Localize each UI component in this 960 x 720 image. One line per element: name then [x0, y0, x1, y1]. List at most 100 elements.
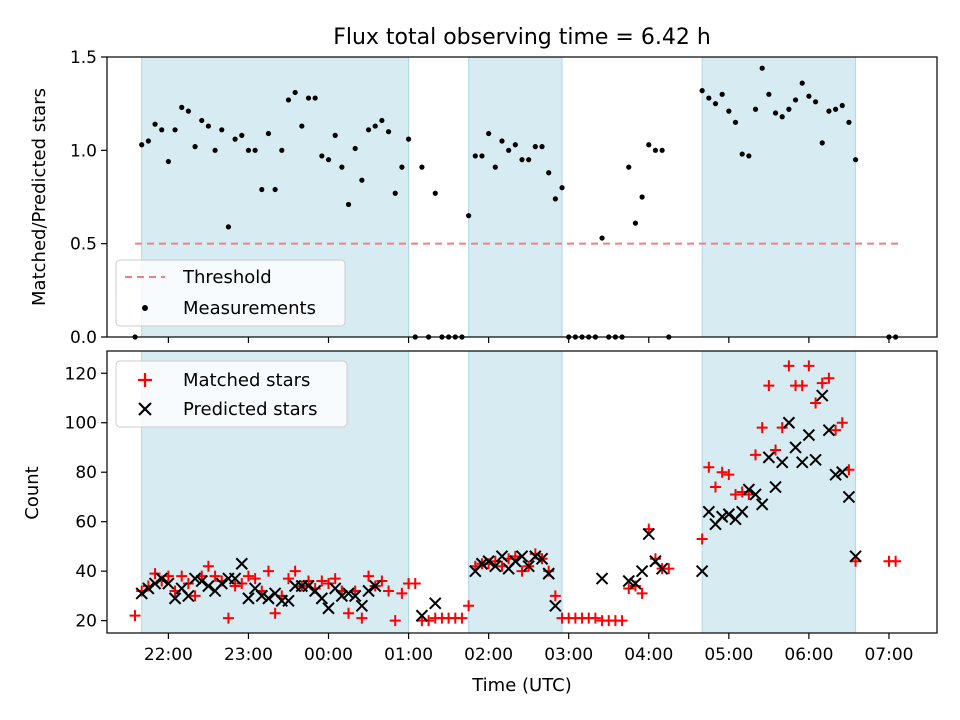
- measurement-point: [819, 140, 825, 146]
- measurement-point: [199, 117, 205, 124]
- matched-star-point: [623, 582, 635, 594]
- predicted-star-point: [188, 572, 202, 585]
- matched-star-point: [129, 610, 141, 622]
- measurement-point: [512, 142, 518, 148]
- predicted-star-point: [335, 589, 349, 603]
- matched-star-point: [202, 560, 214, 572]
- x-tick-label: 05:00: [704, 645, 753, 665]
- matched-star-point: [289, 565, 301, 577]
- matched-star-point: [616, 615, 628, 627]
- predicted-star-point: [816, 389, 829, 402]
- matched-star-point: [409, 578, 421, 590]
- matched-star-point: [456, 612, 468, 624]
- bottom-panel: 20 40 60 80 100 120 22:00 23:00 00:00 01:00 02:00…: [22, 350, 938, 696]
- matched-star-point: [703, 461, 715, 473]
- matched-star-point: [262, 565, 274, 577]
- predicted-star-point: [849, 550, 862, 563]
- measurement-point: [252, 147, 258, 153]
- y-tick-label: 60: [75, 513, 97, 533]
- predicted-star-point: [635, 564, 649, 578]
- measurement-point: [265, 130, 272, 137]
- measurement-point: [332, 132, 338, 138]
- matched-star-point: [810, 397, 822, 409]
- measurement-point: [285, 97, 292, 103]
- x-axis-label: Time (UTC): [471, 675, 572, 696]
- measurement-point: [492, 164, 498, 170]
- measurement-point: [499, 138, 505, 144]
- predicted-star-point: [495, 550, 509, 563]
- predicted-star-point: [776, 456, 789, 469]
- matched-star-point: [890, 555, 902, 567]
- y-tick-label: 1.5: [70, 48, 97, 68]
- predicted-star-point: [515, 550, 529, 563]
- measurement-point: [639, 194, 645, 200]
- measurement-point: [292, 89, 298, 96]
- matched-star-point: [383, 585, 395, 597]
- measurement-point: [385, 129, 392, 135]
- matched-star-point: [323, 578, 335, 590]
- matched-star-point: [343, 607, 355, 619]
- measurement-point: [152, 121, 158, 127]
- predicted-star-point: [702, 505, 716, 518]
- measurement-point: [185, 108, 191, 114]
- measurement-point: [646, 142, 652, 148]
- measurement-point: [139, 142, 145, 148]
- matched-star-point: [249, 573, 261, 585]
- measurement-point: [659, 147, 665, 153]
- bottom-axes-frame: [106, 350, 938, 634]
- top-y-axis-label: Matched/Predicted stars: [29, 88, 50, 306]
- measurement-point: [359, 177, 365, 183]
- x-tick-label: 04:00: [624, 645, 673, 665]
- predicted-star-point: [595, 572, 609, 585]
- matched-star-point: [750, 449, 762, 461]
- observing-window-band: [468, 350, 563, 634]
- matched-star-point: [823, 372, 835, 384]
- predicted-star-point: [695, 564, 709, 578]
- matched-star-point: [236, 578, 248, 590]
- measurement-point: [205, 123, 212, 129]
- measurement-point: [219, 127, 225, 133]
- y-tick-label: 40: [75, 562, 97, 582]
- measurement-point: [399, 164, 405, 170]
- measurement-point: [432, 190, 438, 196]
- top-y-axis: 0.0 0.5 1.0 1.5: [70, 48, 107, 348]
- chart-title: Flux total observing time = 6.42 h: [333, 25, 711, 50]
- predicted-star-point: [522, 560, 535, 573]
- measurement-point: [232, 136, 238, 142]
- measurement-point: [806, 93, 812, 99]
- predicted-star-point: [642, 527, 655, 541]
- predicted-star-point: [195, 574, 208, 588]
- y-tick-label: 20: [75, 612, 97, 632]
- x-tick-label: 06:00: [784, 645, 833, 665]
- predicted-star-point: [529, 550, 542, 563]
- matched-star-point: [770, 444, 782, 456]
- predicted-star-point: [242, 592, 255, 605]
- matched-star-point: [696, 533, 708, 545]
- matched-star-point: [756, 422, 768, 434]
- predicted-star-point: [235, 557, 248, 570]
- measurement-point: [772, 110, 779, 116]
- bottom-predicted-series: [135, 389, 862, 622]
- matched-star-point: [816, 377, 828, 389]
- x-tick-label: 22:00: [144, 645, 193, 665]
- measurement-point: [726, 108, 732, 114]
- measurement-point: [626, 164, 632, 170]
- x-tick-label: 03:00: [544, 645, 593, 665]
- predicted-star-point: [762, 451, 776, 464]
- measurement-point: [759, 65, 765, 71]
- measurement-point: [245, 147, 252, 153]
- predicted-star-point: [549, 599, 562, 612]
- measurement-point: [179, 104, 185, 110]
- measurement-point: [746, 153, 752, 159]
- measurement-point: [632, 220, 639, 226]
- measurement-point: [826, 108, 832, 114]
- predicted-star-point: [475, 557, 489, 570]
- predicted-star-point: [302, 579, 315, 593]
- measurement-point: [312, 95, 318, 101]
- predicted-star-point: [369, 579, 382, 593]
- matched-star-point: [463, 600, 475, 612]
- matched-star-point: [229, 580, 241, 592]
- measurement-point: [766, 91, 772, 97]
- observing-window-band: [468, 56, 563, 338]
- matched-star-point: [376, 575, 388, 587]
